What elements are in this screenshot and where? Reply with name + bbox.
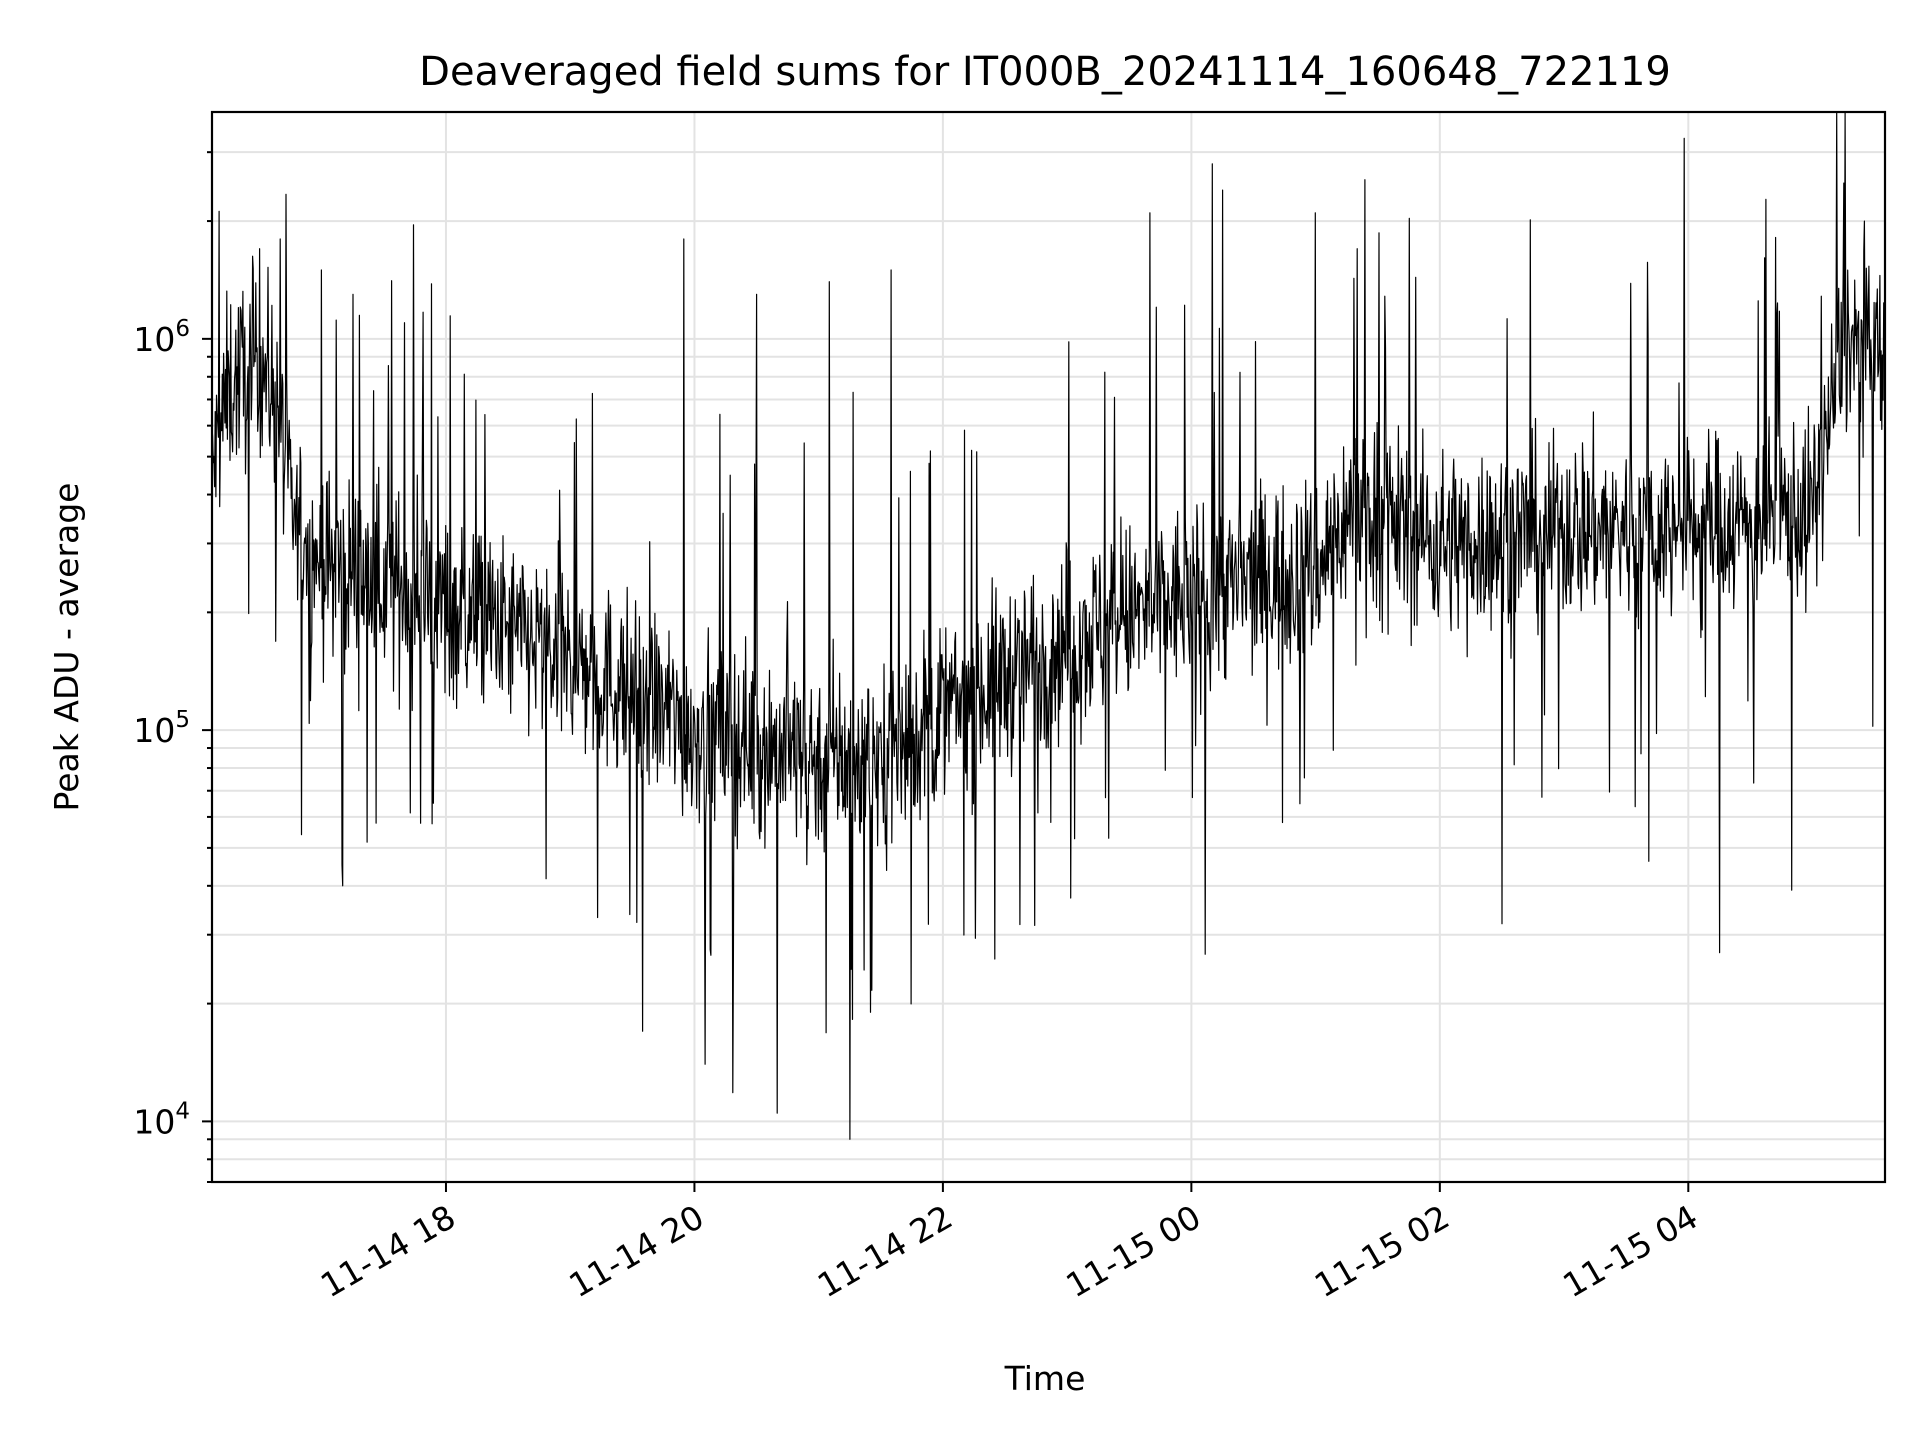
y-tick-label: 105 xyxy=(133,707,190,750)
y-axis-label: Peak ADU - average xyxy=(47,483,86,812)
x-axis-label: Time xyxy=(1004,1359,1086,1398)
x-tick-label: 11-15 02 xyxy=(1308,1197,1456,1305)
y-tick-label: 106 xyxy=(133,316,190,359)
y-axis: 104 105 106 xyxy=(133,151,212,1183)
plot-frame xyxy=(210,110,1887,1184)
x-tick-label: 11-14 22 xyxy=(811,1197,959,1305)
data-series xyxy=(211,111,1886,1140)
x-tick-label: 11-15 04 xyxy=(1556,1197,1704,1305)
series-line xyxy=(211,111,1886,1140)
x-tick-label: 11-14 20 xyxy=(562,1197,710,1305)
x-axis: 11-14 18 11-14 20 11-14 22 11-15 00 11-15 02… xyxy=(314,1182,1704,1305)
x-tick-label: 11-14 18 xyxy=(314,1197,462,1305)
x-tick-label: 11-15 00 xyxy=(1059,1197,1207,1305)
y-tick-label: 104 xyxy=(133,1098,190,1141)
grid-lines xyxy=(212,112,1885,1183)
chart-title: Deaveraged field sums for IT000B_2024111… xyxy=(419,49,1671,95)
